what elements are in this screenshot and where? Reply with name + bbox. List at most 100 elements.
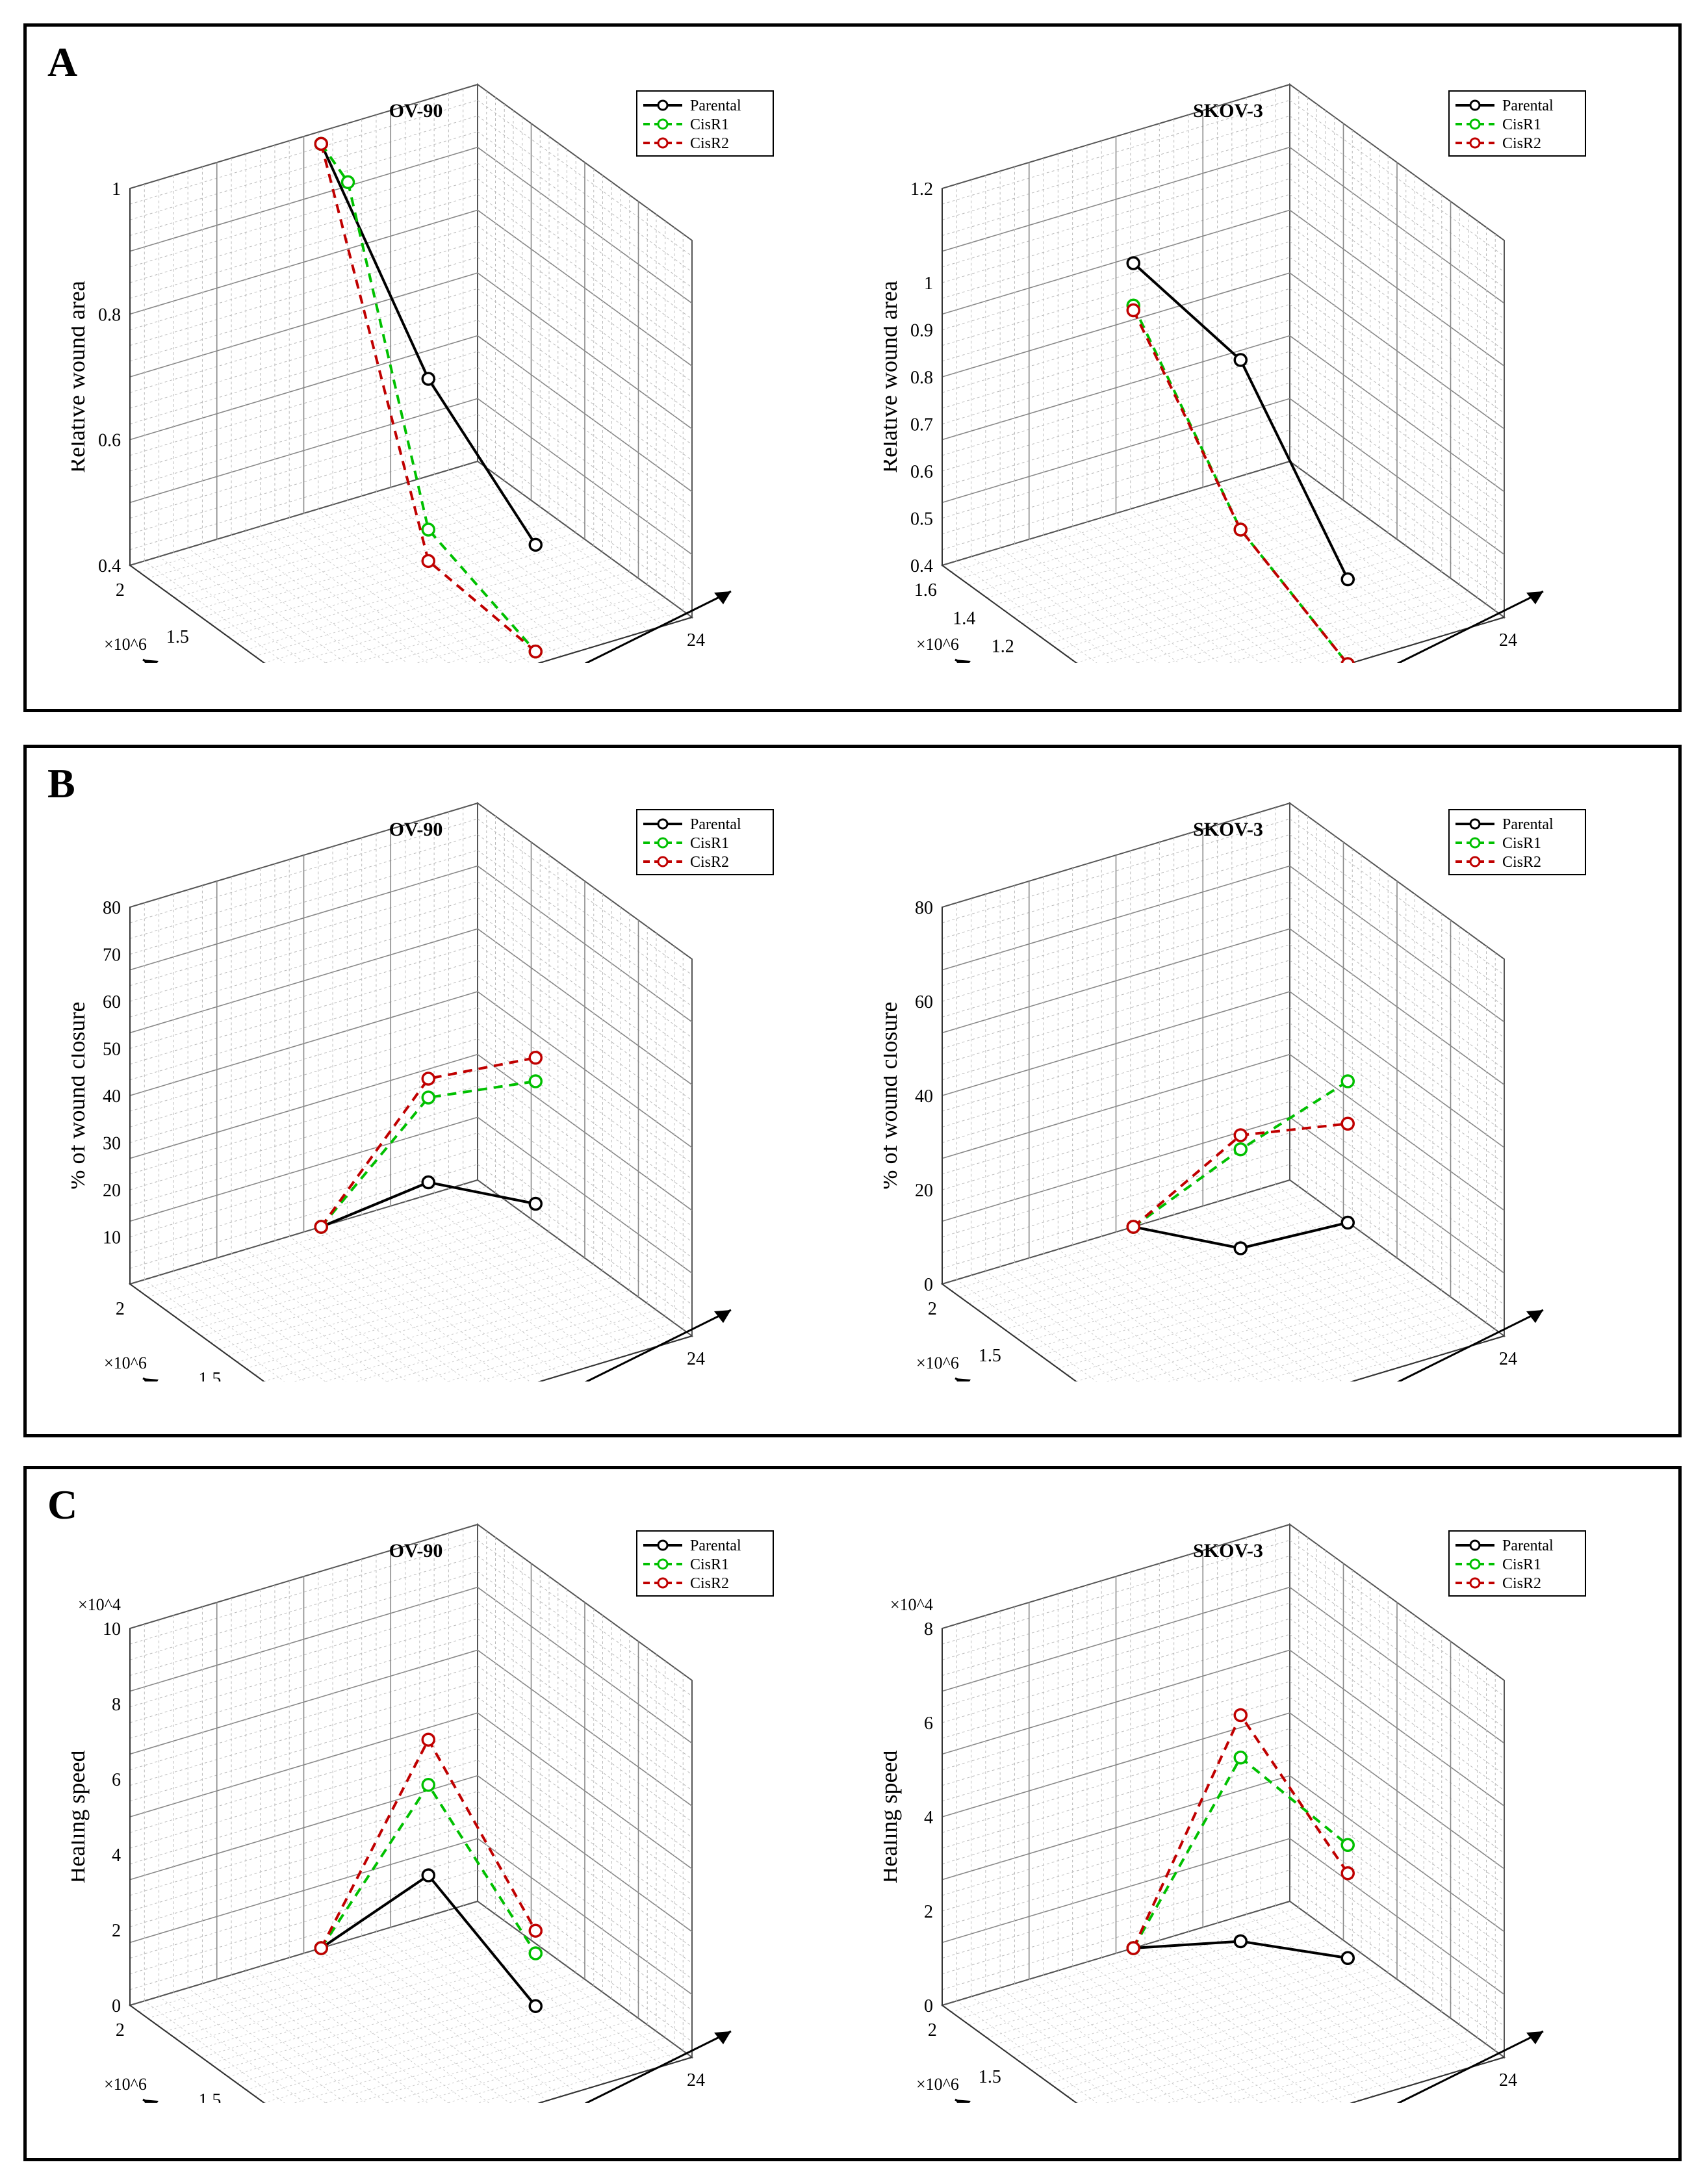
floor-grid-line — [288, 517, 490, 663]
x-exponent-label: ×10^6 — [104, 635, 147, 654]
floor-grid-line — [361, 1935, 576, 2092]
floor-grid-line — [986, 1212, 1335, 1317]
floor-grid-line — [390, 1205, 606, 1363]
series-point-cisr2 — [1233, 1128, 1248, 1142]
floor-grid-line — [1040, 1251, 1389, 1356]
floor-grid-line — [1076, 1998, 1424, 2103]
z-tick-label: 0.8 — [98, 305, 121, 325]
y-axis-line — [1350, 1335, 1505, 1381]
floor-grid-line — [1058, 545, 1406, 650]
series-point-cisr1 — [340, 175, 355, 190]
legend-label: Parental — [1502, 97, 1554, 114]
floor-grid-line — [1136, 1290, 1442, 1381]
floor-grid-line — [463, 1184, 678, 1341]
legend-marker — [657, 99, 669, 111]
floor-grid-line — [1076, 558, 1424, 663]
floor-grid-line — [201, 513, 550, 618]
z-axis-label: % of wound closure — [884, 1002, 902, 1190]
y-axis-arrowhead — [714, 591, 731, 604]
chart-title: SKOV-3 — [1193, 1540, 1263, 1561]
series-point-cisr2 — [1233, 1708, 1248, 1723]
x-tick-label: 1.2 — [992, 637, 1014, 657]
floor-grid-line — [228, 1251, 576, 1356]
series-point-cisr2 — [1340, 1116, 1355, 1131]
floor-grid-line — [433, 1914, 649, 2071]
legend-label: CisR1 — [1502, 116, 1541, 133]
floor-grid-line — [985, 552, 1138, 663]
x-axis-arrowhead — [143, 2100, 159, 2103]
z-tick-label: 40 — [915, 1086, 933, 1107]
floor-grid-line — [293, 1283, 621, 1381]
z-tick-label: 6 — [924, 1714, 933, 1734]
z-tick-label: 70 — [103, 945, 121, 966]
y-axis-arrowhead — [1526, 591, 1543, 604]
floor-grid-line — [324, 1290, 630, 1381]
floor-grid-line — [237, 539, 585, 644]
y-axis-arrowhead — [714, 1310, 731, 1323]
floor-grid-line — [971, 556, 1118, 663]
legend-marker — [657, 1539, 669, 1551]
floor-grid-line — [1136, 571, 1442, 663]
x-tick-label: 1.5 — [979, 1346, 1001, 1366]
z-tick-label: 0.6 — [910, 462, 933, 482]
y-axis-arrowhead — [714, 2031, 731, 2044]
floor-grid-line — [433, 1192, 649, 1350]
legend-label: CisR2 — [690, 854, 729, 871]
y-axis-arrow — [1396, 1309, 1544, 1381]
floor-grid-line — [419, 1197, 635, 1354]
floor-grid-line — [159, 556, 306, 663]
series-point-parental — [1233, 1241, 1248, 1255]
legend-marker — [657, 818, 669, 830]
legend-label: Parental — [1502, 816, 1554, 833]
floor-grid-line — [192, 1946, 541, 2051]
floor-grid-line — [361, 1214, 576, 1371]
floor-grid-line — [173, 552, 326, 663]
z-tick-label: 0.9 — [910, 321, 933, 341]
panel-letter: C — [47, 1482, 78, 1528]
legend-label: Parental — [1502, 1537, 1554, 1554]
y-tick-label: 24 — [1499, 630, 1517, 650]
floor-grid-line — [1130, 1227, 1343, 1381]
y-axis-line — [537, 617, 693, 663]
floor-grid-line — [1076, 1277, 1424, 1381]
floor-grid-line — [165, 487, 514, 592]
floor-grid-line — [159, 1996, 306, 2103]
series-point-cisr2 — [1126, 1220, 1140, 1234]
series-point-cisr1 — [1233, 1751, 1248, 1765]
floor-grid-line — [960, 1192, 1308, 1298]
series-point-parental — [421, 1175, 435, 1190]
floor-grid-line — [1058, 1264, 1406, 1369]
floor-grid-line — [1058, 530, 1240, 663]
floor-grid-line — [201, 1953, 550, 2058]
floor-grid-line — [1231, 478, 1447, 636]
series-point-cisr1 — [528, 1946, 543, 1960]
floor-grid-line — [1067, 552, 1415, 657]
z-tick-label: 1 — [924, 274, 933, 294]
series-point-parental — [1233, 353, 1248, 367]
legend-marker — [1469, 1577, 1481, 1589]
floor-grid-line — [1005, 1946, 1353, 2051]
chart-title: SKOV-3 — [1193, 819, 1263, 840]
series-point-parental — [528, 1999, 543, 2013]
z-axis-label: % of wound closure — [71, 1002, 90, 1190]
floor-grid-line — [332, 1944, 548, 2101]
floor-grid-line — [318, 508, 531, 663]
z-tick-label: 0 — [924, 1275, 933, 1295]
floor-grid-line — [1130, 508, 1343, 663]
floor-grid-line — [246, 1985, 594, 2090]
floor-grid-line — [405, 1201, 620, 1358]
y-axis-arrow — [584, 1309, 732, 1381]
floor-grid-line — [255, 1270, 603, 1376]
floor-grid-line — [147, 1914, 496, 2019]
floor-grid-line — [1058, 1970, 1240, 2103]
floor-grid-line — [1116, 1953, 1322, 2103]
y-axis-arrow — [1396, 590, 1544, 663]
floor-grid-line — [1275, 1905, 1491, 2062]
series-point-cisr1 — [421, 1778, 435, 1792]
legend-marker — [657, 118, 669, 130]
x-exponent-label: ×10^6 — [916, 635, 959, 654]
z-tick-label: 10 — [103, 1619, 121, 1639]
floor-grid-line — [1101, 1957, 1302, 2103]
floor-grid-line — [174, 1933, 522, 2038]
